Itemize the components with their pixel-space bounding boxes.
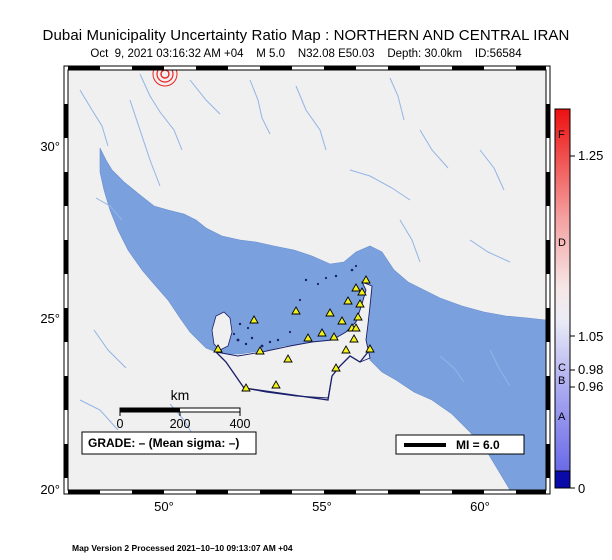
coastal-islands	[232, 264, 358, 348]
cb-letter-f: F	[558, 129, 565, 141]
map-area	[68, 70, 546, 490]
cb-value-0-98: 0.98	[578, 362, 603, 377]
scale-tick-400: 400	[230, 417, 251, 431]
uae-border	[215, 351, 369, 401]
cb-letter-a: A	[558, 411, 566, 423]
scale-bar: km 0 200 400	[117, 387, 251, 431]
scale-tick-0: 0	[117, 417, 124, 431]
cb-value-0: 0	[578, 481, 585, 496]
lon-label-60: 60°	[470, 499, 490, 514]
cb-value-1-05: 1.05	[578, 329, 603, 344]
stations	[213, 275, 375, 392]
footer-note: Map Version 2 Processed 2021–10–10 09:13…	[72, 543, 293, 553]
cb-letter-d: D	[558, 237, 566, 249]
cb-letter-b: B	[558, 375, 565, 387]
qatar	[211, 311, 233, 351]
grade-text: GRADE: – (Mean sigma: –)	[88, 436, 239, 450]
lat-label-25: 25°	[40, 311, 60, 326]
event-info: Oct 9, 2021 03:16:32 AM +04 M 5.0 N32.08…	[20, 48, 592, 60]
longitude-labels: 50° 55° 60°	[154, 499, 490, 514]
lat-label-20: 20°	[40, 482, 60, 497]
sea	[99, 147, 546, 490]
event-datetime: Oct 9, 2021 03:16:32 AM +04	[90, 48, 244, 60]
rivers	[79, 73, 511, 441]
scale-unit: km	[171, 387, 190, 403]
cb-value-0-96: 0.96	[578, 379, 603, 394]
colorbar: F D C B A 1.25 1.05 0.98 0.96 0	[554, 108, 603, 496]
map-frame	[63, 65, 551, 495]
grade-box: GRADE: – (Mean sigma: –)	[81, 431, 257, 455]
event-magnitude: M 5.0	[256, 48, 286, 60]
event-location: N32.08 E50.03	[297, 48, 375, 60]
cb-letter-c: C	[558, 362, 566, 374]
lat-label-30: 30°	[40, 139, 60, 154]
mi-legend: MI = 6.0	[395, 434, 525, 455]
cb-value-1-25: 1.25	[578, 148, 603, 163]
lon-label-55: 55°	[312, 499, 332, 514]
epicenter-icon	[152, 70, 178, 87]
latitude-labels: 30° 25° 20°	[40, 139, 60, 497]
event-id: ID:56584	[474, 48, 522, 60]
mi-text: MI = 6.0	[456, 438, 500, 452]
scale-tick-200: 200	[170, 417, 191, 431]
event-depth: Depth: 30.0km	[387, 48, 463, 60]
map-title: Dubai Municipality Uncertainty Ratio Map…	[42, 27, 570, 44]
lon-label-50: 50°	[154, 499, 174, 514]
